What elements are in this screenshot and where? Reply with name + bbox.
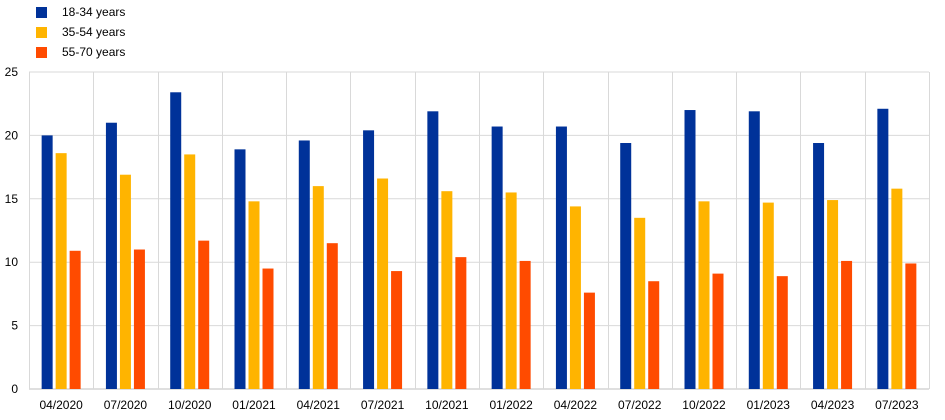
bar	[491, 126, 503, 390]
x-tick-label: 07/2022	[618, 398, 662, 412]
bar	[55, 153, 67, 389]
bar	[455, 257, 467, 389]
bar	[133, 249, 145, 389]
bar	[184, 154, 196, 389]
y-tick-label: 20	[5, 128, 19, 142]
legend: 18-34 years 35-54 years 55-70 years	[36, 2, 125, 62]
x-tick-label: 01/2021	[232, 398, 276, 412]
y-tick-label: 15	[5, 192, 19, 206]
bar	[569, 206, 581, 389]
bar	[363, 130, 375, 389]
x-tick-label: 07/2021	[361, 398, 405, 412]
legend-item: 55-70 years	[36, 42, 125, 62]
x-tick-label: 07/2023	[875, 398, 919, 412]
x-tick-label: 10/2022	[682, 398, 726, 412]
bar	[698, 201, 710, 389]
bar	[119, 174, 131, 389]
x-tick-label: 04/2022	[554, 398, 598, 412]
legend-item: 35-54 years	[36, 22, 125, 42]
bar	[634, 217, 646, 389]
bar	[877, 108, 889, 389]
bar	[298, 140, 310, 389]
bar	[841, 260, 853, 389]
bar	[684, 110, 696, 389]
bar	[776, 276, 788, 389]
legend-swatch	[36, 46, 47, 58]
bar	[583, 292, 595, 389]
x-tick-label: 04/2021	[297, 398, 341, 412]
x-tick-label: 04/2020	[39, 398, 83, 412]
bar	[712, 273, 724, 389]
bar	[813, 143, 825, 389]
x-tick-label: 01/2022	[489, 398, 533, 412]
bar	[262, 268, 274, 389]
bar	[505, 192, 517, 389]
y-tick-label: 0	[11, 382, 18, 396]
bar	[905, 263, 917, 389]
bar	[441, 191, 453, 389]
bar	[377, 178, 389, 389]
bar	[827, 200, 839, 389]
legend-label: 18-34 years	[62, 5, 126, 19]
x-tick-label: 07/2020	[104, 398, 148, 412]
bar	[198, 240, 210, 389]
bar	[648, 281, 660, 389]
bar	[41, 135, 53, 389]
bar	[748, 111, 760, 390]
y-tick-label: 10	[5, 255, 19, 269]
bar	[555, 126, 567, 390]
x-tick-label: 10/2021	[425, 398, 469, 412]
legend-swatch	[36, 26, 47, 38]
bar	[248, 201, 260, 389]
bar	[234, 149, 246, 389]
bar	[69, 250, 81, 389]
x-tick-label: 04/2023	[811, 398, 855, 412]
legend-label: 55-70 years	[62, 45, 126, 59]
bar	[891, 188, 903, 389]
bar	[312, 186, 324, 389]
y-tick-label: 25	[5, 65, 19, 79]
bar	[391, 271, 403, 389]
legend-label: 35-54 years	[62, 25, 126, 39]
bar	[427, 111, 439, 390]
legend-swatch	[36, 6, 47, 18]
bar	[105, 122, 117, 389]
x-tick-label: 10/2020	[168, 398, 212, 412]
bar	[326, 243, 338, 389]
x-tick-label: 01/2023	[747, 398, 791, 412]
bar	[519, 260, 531, 389]
y-tick-label: 5	[11, 319, 18, 333]
bar	[762, 202, 774, 389]
bar	[620, 143, 632, 389]
bar	[170, 92, 182, 390]
legend-item: 18-34 years	[36, 2, 125, 22]
